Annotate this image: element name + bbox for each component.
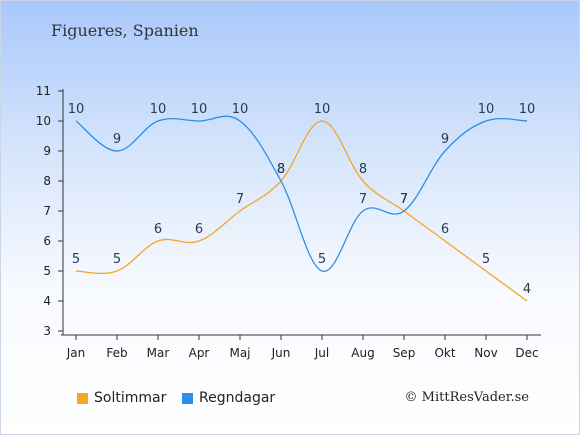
rain-data-label: 9 (441, 132, 449, 147)
rain-data-label: 7 (359, 192, 367, 207)
rain-data-label: 10 (232, 102, 249, 117)
y-tick-label: 11 (36, 84, 51, 98)
y-tick-label: 8 (43, 174, 51, 188)
x-tick-label: Maj (229, 346, 250, 360)
sun-data-label: 5 (482, 252, 490, 267)
x-tick-label: Jun (271, 346, 291, 360)
rain-data-label: 10 (191, 102, 208, 117)
y-tick-label: 6 (43, 234, 51, 248)
y-tick-label: 10 (36, 114, 51, 128)
x-tick-label: Aug (351, 346, 374, 360)
x-tick-label: Apr (189, 346, 210, 360)
y-tick-label: 4 (43, 294, 51, 308)
sun-series-line (75, 120, 528, 302)
line-chart: 3 4 5 6 7 8 9 10 11 Jan Feb Mar Apr Maj Jun Jul Aug Sep Ok… (36, 84, 541, 360)
y-tick-label: 5 (43, 264, 51, 278)
page-title: Figueres, Spanien (51, 21, 199, 40)
legend-label-rain: Regndagar (199, 390, 276, 406)
rain-data-label: 10 (68, 102, 85, 117)
x-tick-label: Feb (106, 346, 127, 360)
sun-data-label: 4 (523, 282, 531, 297)
rain-data-label: 7 (400, 192, 408, 207)
x-tick-label: Nov (474, 346, 497, 360)
rain-data-label: 10 (478, 102, 495, 117)
y-tick-label: 7 (43, 204, 51, 218)
x-tick-label: Mar (147, 346, 170, 360)
copyright-text: © MittResVader.se (404, 390, 529, 405)
sun-data-label: 5 (72, 252, 80, 267)
x-tick-label: Jan (66, 346, 86, 360)
sun-data-label: 8 (359, 162, 367, 177)
y-tick-label: 9 (43, 144, 51, 158)
legend-item-rain: Regndagar (182, 390, 275, 406)
sun-data-label: 10 (314, 102, 331, 117)
rain-series-line (75, 115, 528, 272)
x-tick-label: Jul (314, 346, 329, 360)
sun-data-label: 6 (154, 222, 162, 237)
sun-data-label: 6 (441, 222, 449, 237)
rain-data-label: 9 (113, 132, 121, 147)
sun-data-label: 6 (195, 222, 203, 237)
rain-swatch-icon (182, 392, 193, 404)
sun-swatch-icon (77, 392, 88, 404)
sun-data-label: 7 (236, 192, 244, 207)
rain-data-label: 8 (277, 162, 285, 177)
sun-data-label: 5 (113, 252, 121, 267)
x-tick-label: Sep (393, 346, 416, 360)
rain-data-label: 5 (318, 252, 326, 267)
sun-data-label: 8 (277, 162, 285, 177)
sun-data-label: 7 (400, 192, 408, 207)
x-tick-label: Okt (434, 346, 455, 360)
legend-item-sun: Soltimmar (77, 390, 166, 406)
legend-label-sun: Soltimmar (94, 390, 167, 406)
x-tick-label: Dec (515, 346, 538, 360)
rain-data-label: 10 (150, 102, 167, 117)
rain-data-label: 10 (519, 102, 536, 117)
y-tick-label: 3 (43, 324, 51, 338)
